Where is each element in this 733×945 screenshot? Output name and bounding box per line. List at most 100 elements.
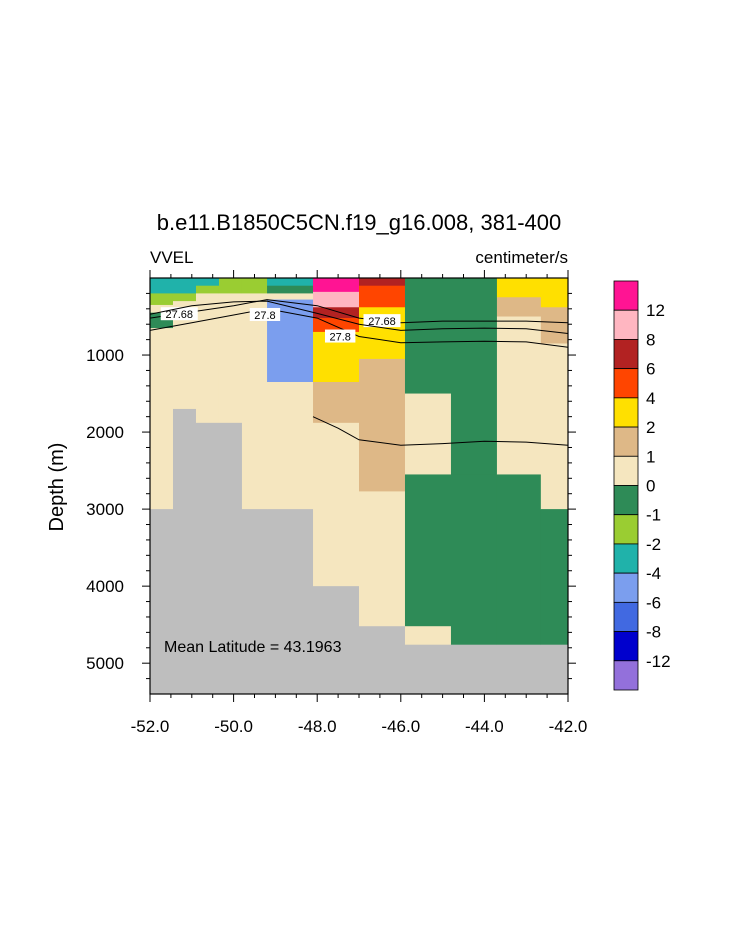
- heatmap-cell: [150, 293, 174, 306]
- heatmap-cell: [267, 509, 314, 695]
- heatmap-cell: [267, 285, 314, 294]
- heatmap-cell: [540, 509, 569, 646]
- heatmap-cell: [267, 382, 314, 510]
- x-tick-label: -52.0: [131, 717, 170, 736]
- heatmap-cell: [313, 278, 360, 293]
- heatmap-cell: [150, 509, 174, 695]
- colorbar-swatch: [613, 572, 639, 603]
- contour-line: [149, 300, 569, 334]
- colorbar-label: 6: [646, 360, 655, 379]
- heatmap-cell: [195, 422, 220, 695]
- colorbar-swatch: [613, 601, 639, 632]
- colorbar-swatch: [613, 455, 639, 486]
- x-tick-label: -46.0: [381, 717, 420, 736]
- heatmap-cell: [404, 626, 452, 646]
- heatmap-cell: [218, 278, 243, 287]
- chart-title: b.e11.B1850C5CN.f19_g16.008, 381-400: [157, 210, 561, 235]
- heatmap-cell: [450, 474, 498, 646]
- colorbar-swatch: [613, 339, 639, 370]
- y-tick-label: 3000: [86, 500, 124, 519]
- colorbar-swatch: [613, 309, 639, 340]
- heatmap-cell: [540, 644, 569, 695]
- contour-line: [312, 416, 569, 446]
- heatmap-cell: [241, 278, 268, 294]
- heatmap-cell: [267, 278, 314, 287]
- colorbar-label: 8: [646, 330, 655, 349]
- heatmap-cell: [404, 278, 452, 394]
- heatmap-cell: [404, 474, 452, 627]
- x-tick-label: -50.0: [214, 717, 253, 736]
- heatmap-cell: [496, 278, 542, 298]
- heatmap-cell: [172, 293, 197, 302]
- heatmap-cell: [150, 278, 174, 294]
- colorbar-swatch: [613, 514, 639, 545]
- heatmap-cell: [241, 293, 268, 510]
- heatmap-cell: [540, 343, 569, 510]
- heatmap-cell: [496, 316, 542, 475]
- heatmap-cell: [313, 422, 360, 587]
- heatmap-cell: [496, 474, 542, 646]
- colorbar-label: 4: [646, 389, 655, 408]
- colorbar-label: -6: [646, 593, 661, 612]
- colorbar-label: 2: [646, 418, 655, 437]
- heatmap-cell: [218, 285, 243, 294]
- x-tick-label: -44.0: [465, 717, 504, 736]
- axis-ticks: -52.0 -50.0 -48.0 -46.0 -44.0 -42.0 1000 2000 30…: [86, 270, 587, 736]
- heatmap-cell: [359, 285, 406, 308]
- colorbar-swatch: [613, 660, 639, 691]
- heatmap-cell: [218, 422, 243, 695]
- colorbar-label: 12: [646, 301, 665, 320]
- heatmap-cell: [496, 644, 542, 695]
- mean-latitude-annotation: Mean Latitude = 43.1963: [164, 639, 342, 656]
- y-tick-label: 2000: [86, 423, 124, 442]
- contour-label: 27.68: [368, 316, 396, 328]
- contour-lines: 27.68 27.68 27.8 27.8: [149, 299, 569, 446]
- contour-line: [149, 308, 569, 348]
- colorbar-swatch: [613, 280, 639, 311]
- colorbar-label: 0: [646, 477, 655, 496]
- units-label: centimeter/s: [475, 248, 568, 267]
- heatmap-cell: [195, 278, 220, 287]
- colorbar-label: -1: [646, 506, 661, 525]
- colorbar-label: 1: [646, 447, 655, 466]
- heatmap-cell: [313, 382, 360, 424]
- y-tick-label: 4000: [86, 577, 124, 596]
- y-tick-label: 1000: [86, 346, 124, 365]
- heatmap-cell: [195, 293, 220, 424]
- heatmap-cell: [450, 278, 498, 475]
- contour-label: 27.68: [165, 309, 193, 321]
- heatmap-cell: [404, 393, 452, 475]
- colorbar-swatch: [613, 485, 639, 516]
- x-tick-label: -42.0: [549, 717, 588, 736]
- colorbar-label: -12: [646, 652, 671, 671]
- heatmap-cell: [313, 586, 360, 695]
- colorbar-swatch: [613, 426, 639, 457]
- heatmap-cell: [359, 626, 406, 695]
- heatmap-cell: [496, 297, 542, 317]
- colorbar-swatch: [613, 397, 639, 428]
- heatmap-cell: [540, 278, 569, 308]
- heatmap-cell: [404, 644, 452, 695]
- contour-label: 27.8: [329, 332, 350, 344]
- x-tick-label: -48.0: [298, 717, 337, 736]
- heatmap-cell: [540, 307, 569, 344]
- colorbar: 12 8 6 4 2 1 0 -1 -2 -4 -6 -8 -12: [613, 280, 671, 691]
- colorbar-label: -4: [646, 564, 661, 583]
- heatmap-cell: [267, 293, 314, 300]
- heatmap-cells: [150, 278, 569, 695]
- heatmap-cell: [359, 358, 406, 492]
- heatmap-cell: [195, 285, 220, 294]
- contour-line: [149, 299, 569, 324]
- heatmap-cell: [313, 307, 360, 319]
- heatmap-cell: [450, 644, 498, 695]
- contour-label: 27.8: [254, 310, 275, 322]
- y-axis-label: Depth (m): [46, 443, 68, 532]
- heatmap-cell: [218, 293, 243, 424]
- colorbar-label: -2: [646, 535, 661, 554]
- heatmap-cell: [172, 301, 197, 410]
- contour-label-background: [363, 314, 401, 328]
- colorbar-swatch: [613, 543, 639, 574]
- heatmap-cell: [172, 278, 197, 294]
